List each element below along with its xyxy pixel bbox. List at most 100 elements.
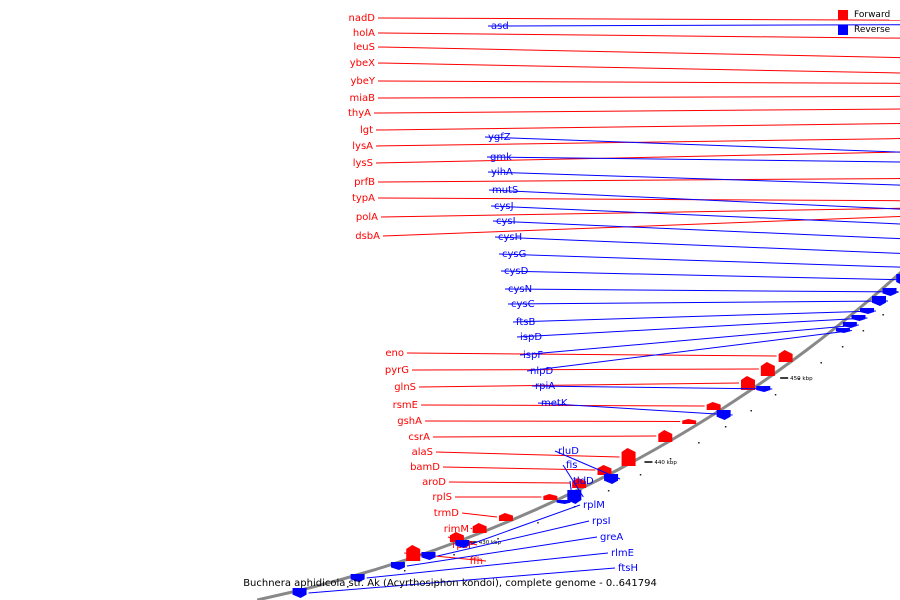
gene-feature bbox=[556, 500, 571, 504]
gene-label: gshA bbox=[397, 416, 422, 427]
gene-fis-reverse[interactable]: fis bbox=[562, 460, 584, 504]
gene-rlmE-reverse[interactable]: rlmE bbox=[350, 548, 634, 582]
gene-rplS-forward[interactable]: rplS bbox=[432, 492, 558, 503]
gene-mutS-reverse[interactable]: mutS bbox=[488, 185, 900, 218]
gene-cysC-reverse[interactable]: cysC bbox=[507, 296, 888, 310]
tick-mark bbox=[453, 554, 455, 556]
gene-bamD-forward[interactable]: bamD bbox=[410, 462, 612, 475]
gene-label: prfB bbox=[354, 177, 375, 188]
gene-leader-line bbox=[562, 464, 584, 498]
gene-tldD-reverse[interactable]: tldD bbox=[556, 476, 594, 504]
gene-label: metK bbox=[541, 398, 568, 409]
gene-cysI-reverse[interactable]: cysI bbox=[492, 216, 900, 248]
gene-label: typA bbox=[352, 193, 375, 204]
gene-rpsI-reverse[interactable]: rpsI bbox=[421, 516, 611, 560]
gene-label: bamD bbox=[410, 462, 440, 473]
gene-leader-line bbox=[406, 352, 777, 357]
gene-metK-reverse[interactable]: metK bbox=[537, 398, 733, 420]
gene-gmk-reverse[interactable]: gmk bbox=[486, 152, 900, 167]
gene-ftsB-reverse[interactable]: ftsB bbox=[512, 308, 877, 328]
gene-leader-line bbox=[537, 402, 733, 416]
gene-label: nadD bbox=[348, 13, 375, 24]
gene-leader-line bbox=[380, 207, 900, 218]
gene-label: mutS bbox=[492, 185, 518, 196]
gene-cysN-reverse[interactable]: cysN bbox=[504, 284, 899, 296]
gene-nlpD-reverse[interactable]: nlpD bbox=[526, 328, 852, 377]
gene-leader-line bbox=[377, 80, 900, 84]
gene-lysA-forward[interactable]: lysA bbox=[352, 131, 900, 152]
legend-label-forward: Forward bbox=[854, 9, 891, 20]
gene-asd-reverse[interactable]: asd bbox=[487, 20, 900, 32]
gene-csrA-forward[interactable]: csrA bbox=[408, 430, 673, 443]
gene-feature bbox=[778, 350, 793, 362]
tick-mark bbox=[537, 522, 539, 524]
gene-label: glnS bbox=[394, 382, 416, 393]
gene-typA-forward[interactable]: typA bbox=[352, 193, 900, 206]
gene-rplM-reverse[interactable]: rplM bbox=[455, 500, 605, 548]
gene-label: ispF bbox=[523, 350, 543, 361]
gene-glnS-forward[interactable]: glnS bbox=[394, 376, 755, 393]
gene-label: nlpD bbox=[530, 366, 553, 377]
gene-ffh-forward[interactable]: ffh bbox=[404, 545, 487, 567]
gene-aroD-forward[interactable]: aroD bbox=[422, 477, 587, 488]
gene-cysD-reverse[interactable]: cysD bbox=[500, 266, 900, 286]
gene-pyrG-forward[interactable]: pyrG bbox=[385, 362, 775, 376]
gene-cysG-reverse[interactable]: cysG bbox=[498, 249, 900, 274]
gene-eno-forward[interactable]: eno bbox=[385, 348, 793, 362]
gene-ispD-reverse[interactable]: ispD bbox=[516, 315, 868, 343]
gene-rpiA-reverse[interactable]: rpiA bbox=[531, 381, 773, 392]
gene-ybeY-forward[interactable]: ybeY bbox=[350, 76, 900, 88]
gene-ispF-reverse[interactable]: ispF bbox=[519, 322, 859, 361]
gene-trmD-forward[interactable]: trmD bbox=[434, 508, 513, 521]
legend: Forward Reverse bbox=[838, 8, 898, 38]
gene-feature bbox=[740, 376, 755, 390]
gene-lysS-forward[interactable]: lysS bbox=[353, 144, 900, 169]
gene-cysH-reverse[interactable]: cysH bbox=[494, 232, 900, 262]
gene-miaB-forward[interactable]: miaB bbox=[349, 91, 900, 104]
gene-leader-line bbox=[448, 481, 571, 484]
gene-feature bbox=[597, 465, 612, 475]
gene-leader-line bbox=[435, 451, 620, 458]
gene-label: ispD bbox=[520, 332, 542, 343]
gene-feature bbox=[472, 523, 487, 533]
gene-polA-forward[interactable]: polA bbox=[356, 204, 900, 223]
gene-yihA-reverse[interactable]: yihA bbox=[487, 167, 900, 191]
gene-feature bbox=[716, 410, 731, 420]
gene-leader-line bbox=[437, 520, 590, 557]
gene-thyA-forward[interactable]: thyA bbox=[348, 102, 900, 119]
gene-label: ybeY bbox=[350, 76, 375, 87]
gene-nadD-forward[interactable]: nadD bbox=[348, 13, 900, 27]
gene-ybeX-forward[interactable]: ybeX bbox=[350, 58, 900, 81]
tick-mark bbox=[639, 474, 642, 476]
gene-leader-line bbox=[487, 171, 900, 186]
gene-holA-forward[interactable]: holA bbox=[353, 28, 900, 47]
gene-cysJ-reverse[interactable]: cysJ bbox=[490, 201, 900, 234]
gene-leader-line bbox=[486, 156, 900, 163]
gene-feature bbox=[449, 532, 464, 542]
gene-rsmE-forward[interactable]: rsmE bbox=[393, 400, 721, 411]
tick-mark bbox=[798, 378, 800, 380]
legend-label-reverse: Reverse bbox=[854, 24, 891, 35]
gene-prfB-forward[interactable]: prfB bbox=[354, 170, 900, 188]
gene-feature bbox=[455, 540, 470, 548]
gene-label: lysA bbox=[352, 141, 373, 152]
gene-gshA-forward[interactable]: gshA bbox=[397, 416, 697, 427]
gene-label: pyrG bbox=[385, 365, 409, 376]
gene-leuS-forward[interactable]: leuS bbox=[353, 42, 900, 73]
gene-ygfZ-reverse[interactable]: ygfZ bbox=[484, 132, 900, 161]
gene-ftsH-reverse[interactable]: ftsH bbox=[292, 563, 638, 598]
gene-alaS-forward[interactable]: alaS bbox=[412, 447, 636, 466]
gene-label: cysG bbox=[502, 249, 526, 260]
gene-greA-reverse[interactable]: greA bbox=[390, 532, 623, 570]
gene-label: rsmE bbox=[393, 400, 418, 411]
gene-leader-line bbox=[500, 270, 900, 281]
gene-feature bbox=[543, 494, 558, 500]
gene-rimM-forward[interactable]: rimM bbox=[444, 523, 487, 535]
gene-rluD-reverse[interactable]: rluD bbox=[554, 446, 621, 484]
gene-label: csrA bbox=[408, 432, 430, 443]
gene-label: holA bbox=[353, 28, 375, 39]
gene-lgt-forward[interactable]: lgt bbox=[360, 117, 900, 136]
gene-dsbA-forward[interactable]: dsbA bbox=[355, 213, 900, 242]
gene-label: dsbA bbox=[355, 231, 380, 242]
